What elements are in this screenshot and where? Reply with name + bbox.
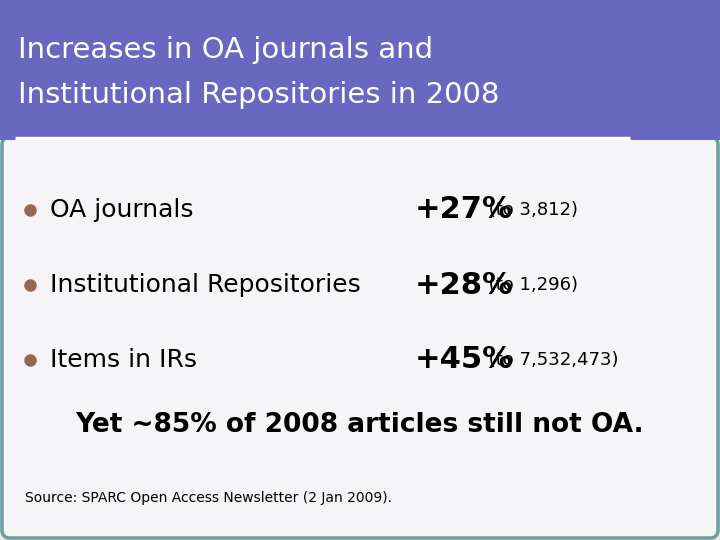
Text: Institutional Repositories: Institutional Repositories: [50, 273, 361, 297]
FancyBboxPatch shape: [2, 137, 718, 538]
Text: Source: SPARC Open Access Newsletter (2 Jan 2009).: Source: SPARC Open Access Newsletter (2 …: [25, 491, 392, 505]
Text: Items in IRs: Items in IRs: [50, 348, 197, 372]
Text: (to 1,296): (to 1,296): [483, 276, 578, 294]
Text: Increases in OA journals and: Increases in OA journals and: [18, 36, 433, 64]
Text: Yet ~85% of 2008 articles still not OA.: Yet ~85% of 2008 articles still not OA.: [76, 412, 644, 438]
Text: (to 7,532,473): (to 7,532,473): [483, 351, 618, 369]
Bar: [0, 0, 720, 140]
Text: Institutional Repositories in 2008: Institutional Repositories in 2008: [18, 81, 500, 109]
Text: +45%: +45%: [415, 346, 514, 375]
Text: +28%: +28%: [415, 271, 513, 300]
Text: +27%: +27%: [415, 195, 513, 225]
Text: (to 3,812): (to 3,812): [483, 201, 578, 219]
Text: OA journals: OA journals: [50, 198, 194, 222]
